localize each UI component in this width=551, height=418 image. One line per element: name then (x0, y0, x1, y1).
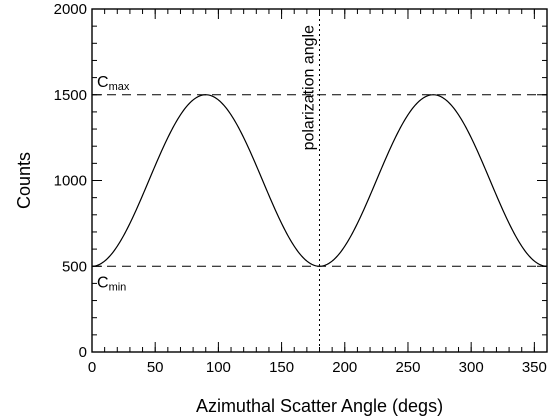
x-tick-label: 150 (269, 359, 294, 376)
cmax-label-base: C (97, 74, 109, 91)
y-tick-label: 500 (62, 258, 87, 275)
tick-labels: 0 50 100 150 200 250 300 350 0 500 1000 1500 2000 (54, 1, 547, 376)
y-axis-label: Counts (14, 152, 34, 209)
y-tick-label: 2000 (54, 1, 87, 18)
cmax-label-sub: max (109, 81, 130, 93)
x-tick-label: 50 (147, 359, 164, 376)
x-axis-label: Azimuthal Scatter Angle (degs) (196, 396, 443, 416)
x-tick-label: 300 (459, 359, 484, 376)
y-tick-label: 1000 (54, 173, 87, 190)
series-line-counts (91, 94, 548, 267)
x-tick-label: 350 (522, 359, 547, 376)
x-tick-label: 250 (395, 359, 420, 376)
x-tick-label: 200 (332, 359, 357, 376)
polarization-angle-label: polarization angle (301, 25, 318, 151)
y-tick-label: 0 (79, 344, 87, 361)
x-tick-label: 0 (88, 359, 96, 376)
y-tick-label: 1500 (54, 87, 87, 104)
plot-frame (91, 8, 548, 353)
cmin-label-base: C (97, 274, 109, 291)
cmax-label: Cmax (97, 74, 130, 93)
reference-lines (92, 9, 547, 352)
cmin-label: Cmin (97, 274, 126, 293)
x-tick-label: 100 (206, 359, 231, 376)
cmin-label-sub: min (109, 281, 127, 293)
